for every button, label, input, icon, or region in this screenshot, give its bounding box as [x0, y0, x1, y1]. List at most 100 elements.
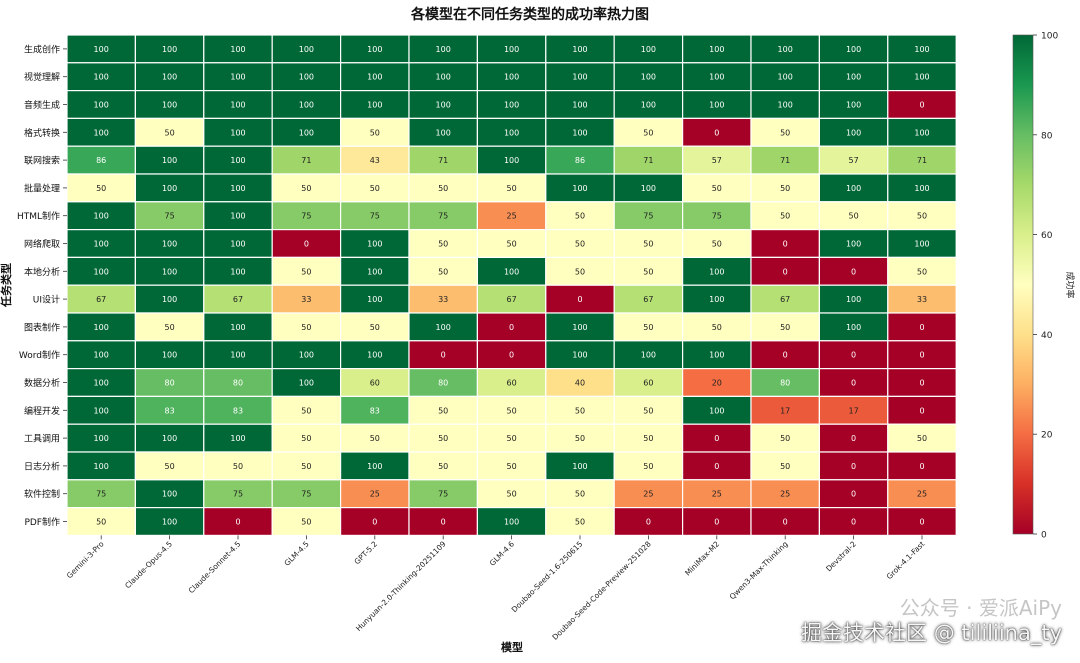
heatmap-cell: [750, 451, 821, 481]
colorbar-tick-label: 80: [1041, 131, 1053, 141]
cell-value-label: 67: [507, 295, 517, 304]
heatmap-cell: [271, 451, 342, 481]
heatmap-cell: [340, 229, 410, 259]
heatmap-cell: [545, 340, 615, 370]
cell-value-label: 0: [919, 323, 924, 332]
heatmap-cell: [750, 284, 821, 314]
heatmap-cell: [818, 34, 889, 64]
colorbar: 0 20 40 60 80 100: [1012, 32, 1058, 541]
cell-value-label: 0: [714, 128, 719, 137]
cell-value-label: 50: [438, 267, 448, 276]
cell-value-label: 100: [162, 240, 177, 249]
cell-value-label: 100: [94, 73, 109, 82]
heatmap-cell: [887, 89, 957, 119]
cell-value-label: 100: [914, 184, 929, 193]
x-tick-label: Doubao-Seed-1.6-250615: [510, 539, 585, 614]
cell-value-label: 100: [367, 462, 382, 471]
y-tick-label: 格式转换: [24, 127, 60, 139]
cell-value-label: 100: [504, 518, 519, 527]
cell-value-label: 100: [436, 45, 451, 54]
cell-value-label: 67: [780, 295, 790, 304]
cell-value-label: 100: [709, 295, 724, 304]
cell-value-label: 100: [641, 101, 656, 110]
heatmap-cell: [66, 368, 137, 398]
cell-value-label: 33: [301, 295, 311, 304]
y-tick-label: 联网搜索: [24, 155, 60, 167]
cell-value-label: 50: [301, 518, 311, 527]
cell-value-label: 50: [370, 184, 380, 193]
cell-value-label: 50: [575, 406, 585, 415]
cell-value-label: 100: [846, 323, 861, 332]
heatmap-cell: [887, 395, 957, 425]
cell-value-label: 100: [504, 45, 519, 54]
cell-value-label: 100: [230, 212, 245, 221]
heatmap-cell: [681, 117, 752, 147]
cell-value-label: 71: [780, 156, 790, 165]
heatmap-cell: [476, 340, 547, 370]
cell-value-label: 100: [914, 45, 929, 54]
cell-value-label: 100: [572, 45, 587, 54]
cell-value-label: 50: [643, 406, 653, 415]
y-tick-label: 网络爬取: [24, 238, 60, 250]
cell-value-label: 0: [919, 406, 924, 415]
cell-value-label: 0: [919, 462, 924, 471]
cell-value-label: 50: [643, 323, 653, 332]
cell-value-label: 83: [233, 406, 243, 415]
cell-value-label: 50: [301, 184, 311, 193]
heatmap-cell: [887, 117, 957, 147]
heatmap-cell: [66, 312, 137, 342]
heatmap-cell: [134, 284, 205, 314]
heatmap-cell: [818, 284, 889, 314]
cell-value-label: 50: [643, 267, 653, 276]
cell-value-label: 100: [299, 351, 314, 360]
heatmap-cell: [408, 368, 479, 398]
heatmap-cell: [340, 368, 410, 398]
heatmap-cell: [545, 256, 615, 286]
cell-value-label: 100: [299, 379, 314, 388]
cell-value-label: 100: [436, 101, 451, 110]
cell-value-label: 50: [438, 462, 448, 471]
cell-value-label: 75: [438, 212, 448, 221]
cell-value-label: 100: [94, 267, 109, 276]
cell-value-label: 50: [575, 267, 585, 276]
cell-value-label: 25: [643, 490, 653, 499]
cell-value-label: 100: [709, 406, 724, 415]
cell-value-label: 50: [780, 323, 790, 332]
heatmap-cell: [613, 173, 684, 203]
heatmap-cell: [203, 117, 273, 147]
cell-value-label: 100: [94, 128, 109, 137]
cell-value-label: 100: [367, 267, 382, 276]
x-tick-label: GLM-4.5: [282, 539, 311, 568]
heatmap-cell: [340, 423, 410, 453]
heatmap-cell: [613, 145, 684, 175]
cell-value-label: 0: [577, 295, 582, 304]
cell-value-label: 100: [94, 434, 109, 443]
cell-value-label: 100: [436, 73, 451, 82]
cell-value-label: 100: [572, 351, 587, 360]
x-tick-label: Qwen3-Max-Thinking: [728, 539, 790, 601]
heatmap-cell: [750, 201, 821, 231]
cell-value-label: 57: [849, 156, 859, 165]
heatmap-cell: [408, 62, 479, 92]
colorbar-tick-label: 100: [1041, 32, 1058, 42]
cell-value-label: 100: [162, 434, 177, 443]
chart-title: 各模型在不同任务类型的成功率热力图: [410, 6, 649, 23]
cell-value-label: 50: [507, 240, 517, 249]
heatmap-cell: [613, 507, 684, 537]
cell-value-label: 100: [94, 45, 109, 54]
heatmap-cell: [271, 368, 342, 398]
cell-value-label: 0: [851, 267, 856, 276]
heatmap-cell: [66, 62, 137, 92]
cell-value-label: 75: [301, 212, 311, 221]
heatmap-cell: [476, 395, 547, 425]
cell-value-label: 100: [436, 323, 451, 332]
cell-value-label: 100: [846, 295, 861, 304]
cell-value-label: 75: [712, 212, 722, 221]
x-tick-label: GLM-4.6: [488, 539, 517, 568]
cell-value-label: 0: [851, 379, 856, 388]
colorbar-tick-label: 40: [1041, 331, 1053, 341]
cell-value-label: 100: [162, 45, 177, 54]
heatmap-cell: [203, 201, 273, 231]
heatmap-cell: [203, 479, 273, 509]
